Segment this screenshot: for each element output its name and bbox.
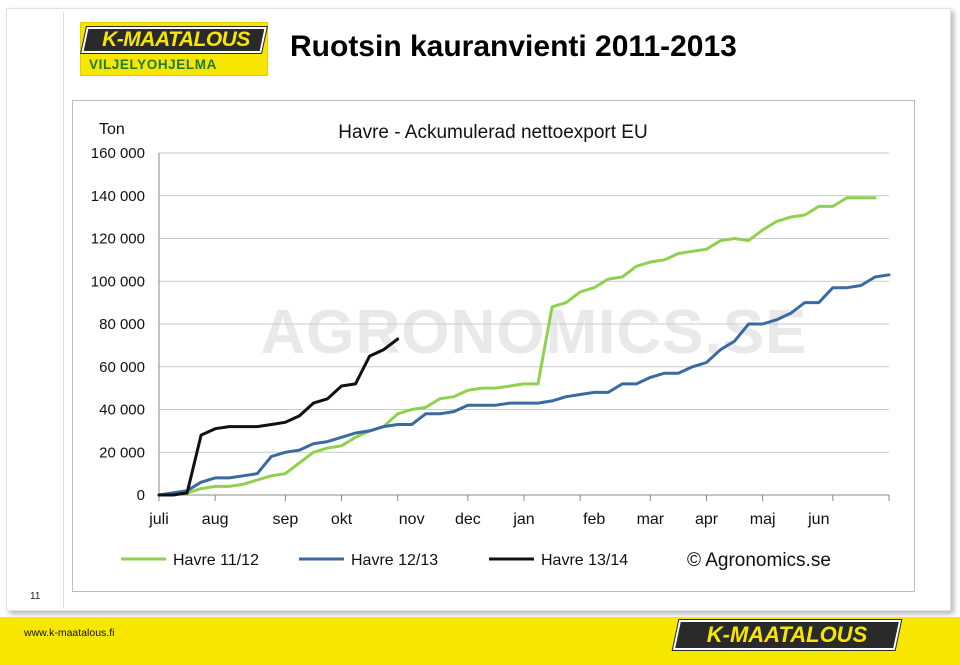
series-line-1 bbox=[157, 196, 877, 497]
x-tick-label: maj bbox=[750, 511, 776, 528]
y-tick-label: 120 000 bbox=[91, 231, 145, 248]
y-tick-label: 140 000 bbox=[91, 188, 145, 205]
x-tick-label: mar bbox=[637, 511, 665, 528]
legend-label-2: Havre 12/13 bbox=[351, 552, 438, 569]
page-title: Ruotsin kauranvienti 2011-2013 bbox=[290, 30, 737, 63]
slide-left-strip bbox=[12, 12, 64, 608]
x-tick-label: aug bbox=[202, 511, 229, 528]
legend-label-1: Havre 11/12 bbox=[173, 552, 259, 569]
y-tick-label: 40 000 bbox=[99, 402, 145, 419]
x-tick-label: juli bbox=[148, 511, 169, 528]
x-tick-label: apr bbox=[695, 511, 719, 528]
y-tick-label: 100 000 bbox=[91, 273, 145, 290]
footer-k-maatalous-logo: K-MAATALOUS bbox=[671, 619, 903, 651]
logo-sub-text: VILJELYOHJELMA bbox=[89, 57, 217, 72]
x-tick-label: sep bbox=[272, 511, 298, 528]
x-tick-label: jun bbox=[807, 511, 829, 528]
y-tick-label: 20 000 bbox=[99, 444, 145, 461]
x-tick-label: jan bbox=[512, 511, 534, 528]
y-tick-label: 80 000 bbox=[99, 316, 145, 333]
chart-title: Havre - Ackumulerad nettoexport EU bbox=[338, 122, 647, 143]
y-tick-label: 160 000 bbox=[91, 145, 145, 162]
y-tick-label: 60 000 bbox=[99, 359, 145, 376]
logo-brand-text: K-MAATALOUS bbox=[102, 28, 250, 51]
footer-url: www.k-maatalous.fi bbox=[24, 627, 115, 639]
chart-container: AGRONOMICS.SE 0 20 000 40 000 60 000 80 000 10… bbox=[72, 100, 915, 592]
k-maatalous-viljelyohjelma-logo: K-MAATALOUS VILJELYOHJELMA bbox=[80, 22, 268, 76]
x-tick-label: nov bbox=[399, 511, 425, 528]
series-line-3 bbox=[157, 337, 400, 497]
footer-logo-text: K-MAATALOUS bbox=[706, 622, 868, 647]
x-tick-label: dec bbox=[455, 511, 481, 528]
x-tick-label: okt bbox=[331, 511, 353, 528]
copyright-text: © Agronomics.se bbox=[687, 550, 831, 571]
watermark-text: AGRONOMICS.SE bbox=[261, 298, 808, 367]
y-tick-label: 0 bbox=[137, 487, 145, 504]
slide-number: 11 bbox=[30, 591, 41, 602]
y-axis-label: Ton bbox=[99, 121, 125, 138]
series-line-2 bbox=[157, 273, 891, 497]
cumulative-export-chart: AGRONOMICS.SE 0 20 000 40 000 60 000 80 000 10… bbox=[91, 121, 891, 571]
legend-label-3: Havre 13/14 bbox=[541, 552, 628, 569]
x-tick-label: feb bbox=[583, 511, 605, 528]
